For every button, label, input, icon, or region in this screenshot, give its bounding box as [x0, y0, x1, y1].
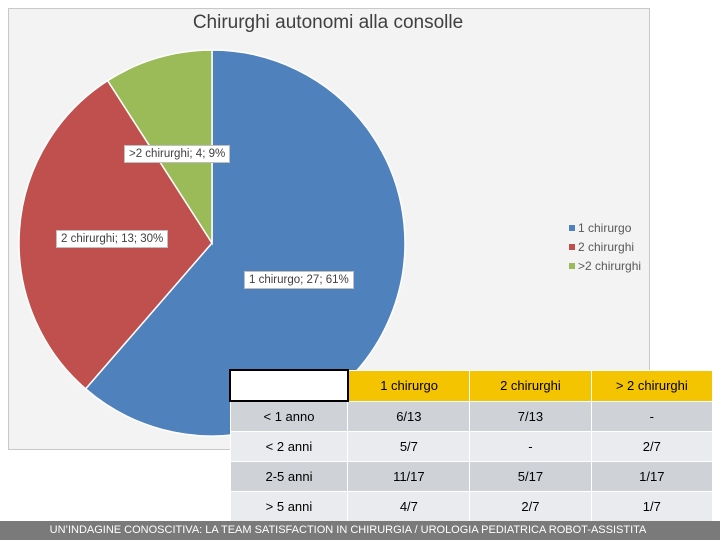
table-header-cell: 2 chirurghi: [469, 369, 592, 402]
footer-banner: UN’INDAGINE CONOSCITIVA: LA TEAM SATISFA…: [0, 521, 720, 540]
legend-item-2plus-chirurghi: >2 chirurghi: [569, 256, 641, 275]
table-row: < 2 anni 5/7 - 2/7: [229, 431, 714, 462]
legend-label: >2 chirurghi: [578, 258, 642, 273]
data-label-1-chirurgo: 1 chirurgo; 27; 61%: [244, 271, 354, 289]
summary-table: 1 chirurgo 2 chirurghi > 2 chirurghi < 1…: [229, 369, 714, 522]
legend-label: 1 chirurgo: [578, 220, 632, 235]
legend-item-2-chirurghi: 2 chirurghi: [569, 237, 641, 256]
data-label-2plus-chirurghi: >2 chirurghi; 4; 9%: [124, 145, 231, 163]
table-cell: 2/7: [590, 431, 714, 462]
table-cell: 6/13: [347, 400, 471, 432]
legend-item-1-chirurgo: 1 chirurgo: [569, 218, 641, 237]
table-row: 2-5 anni 11/17 5/17 1/17: [229, 461, 714, 492]
table-cell: 1/17: [590, 461, 714, 492]
table-cell: -: [469, 431, 592, 462]
table-row: < 1 anno 6/13 7/13 -: [229, 400, 714, 432]
footer-text: UN’INDAGINE CONOSCITIVA: LA TEAM SATISFA…: [49, 524, 647, 536]
table-cell: < 2 anni: [229, 431, 349, 462]
legend-swatch: [569, 262, 575, 269]
table-row: > 5 anni 4/7 2/7 1/7: [229, 491, 714, 522]
legend-swatch: [569, 224, 575, 231]
table-header-cell: > 2 chirurghi: [590, 369, 714, 402]
table-cell: > 5 anni: [229, 491, 349, 522]
chart-legend: 1 chirurgo 2 chirurghi >2 chirurghi: [569, 218, 641, 275]
pie-slice-1-chirurgo: [84, 49, 406, 437]
table-header-cell: 1 chirurgo: [347, 369, 471, 402]
chart-title: Chirurghi autonomi alla consolle: [192, 12, 464, 33]
legend-swatch: [569, 243, 575, 250]
table-cell: 1/7: [590, 491, 714, 522]
table-cell: 2/7: [469, 491, 592, 522]
table-cell: 11/17: [347, 461, 471, 492]
table-cell: 7/13: [469, 400, 592, 432]
table-cell: 5/17: [469, 461, 592, 492]
table-cell: 4/7: [347, 491, 471, 522]
table-cell: < 1 anno: [229, 400, 349, 432]
table-header-row: 1 chirurgo 2 chirurghi > 2 chirurghi: [229, 369, 714, 402]
table-cell: 2-5 anni: [229, 461, 349, 492]
table-cell: -: [590, 400, 714, 432]
data-label-2-chirurghi: 2 chirurghi; 13; 30%: [56, 230, 169, 248]
legend-label: 2 chirurghi: [578, 239, 635, 254]
table-cell: 5/7: [347, 431, 471, 462]
table-header-cell: [229, 369, 349, 402]
